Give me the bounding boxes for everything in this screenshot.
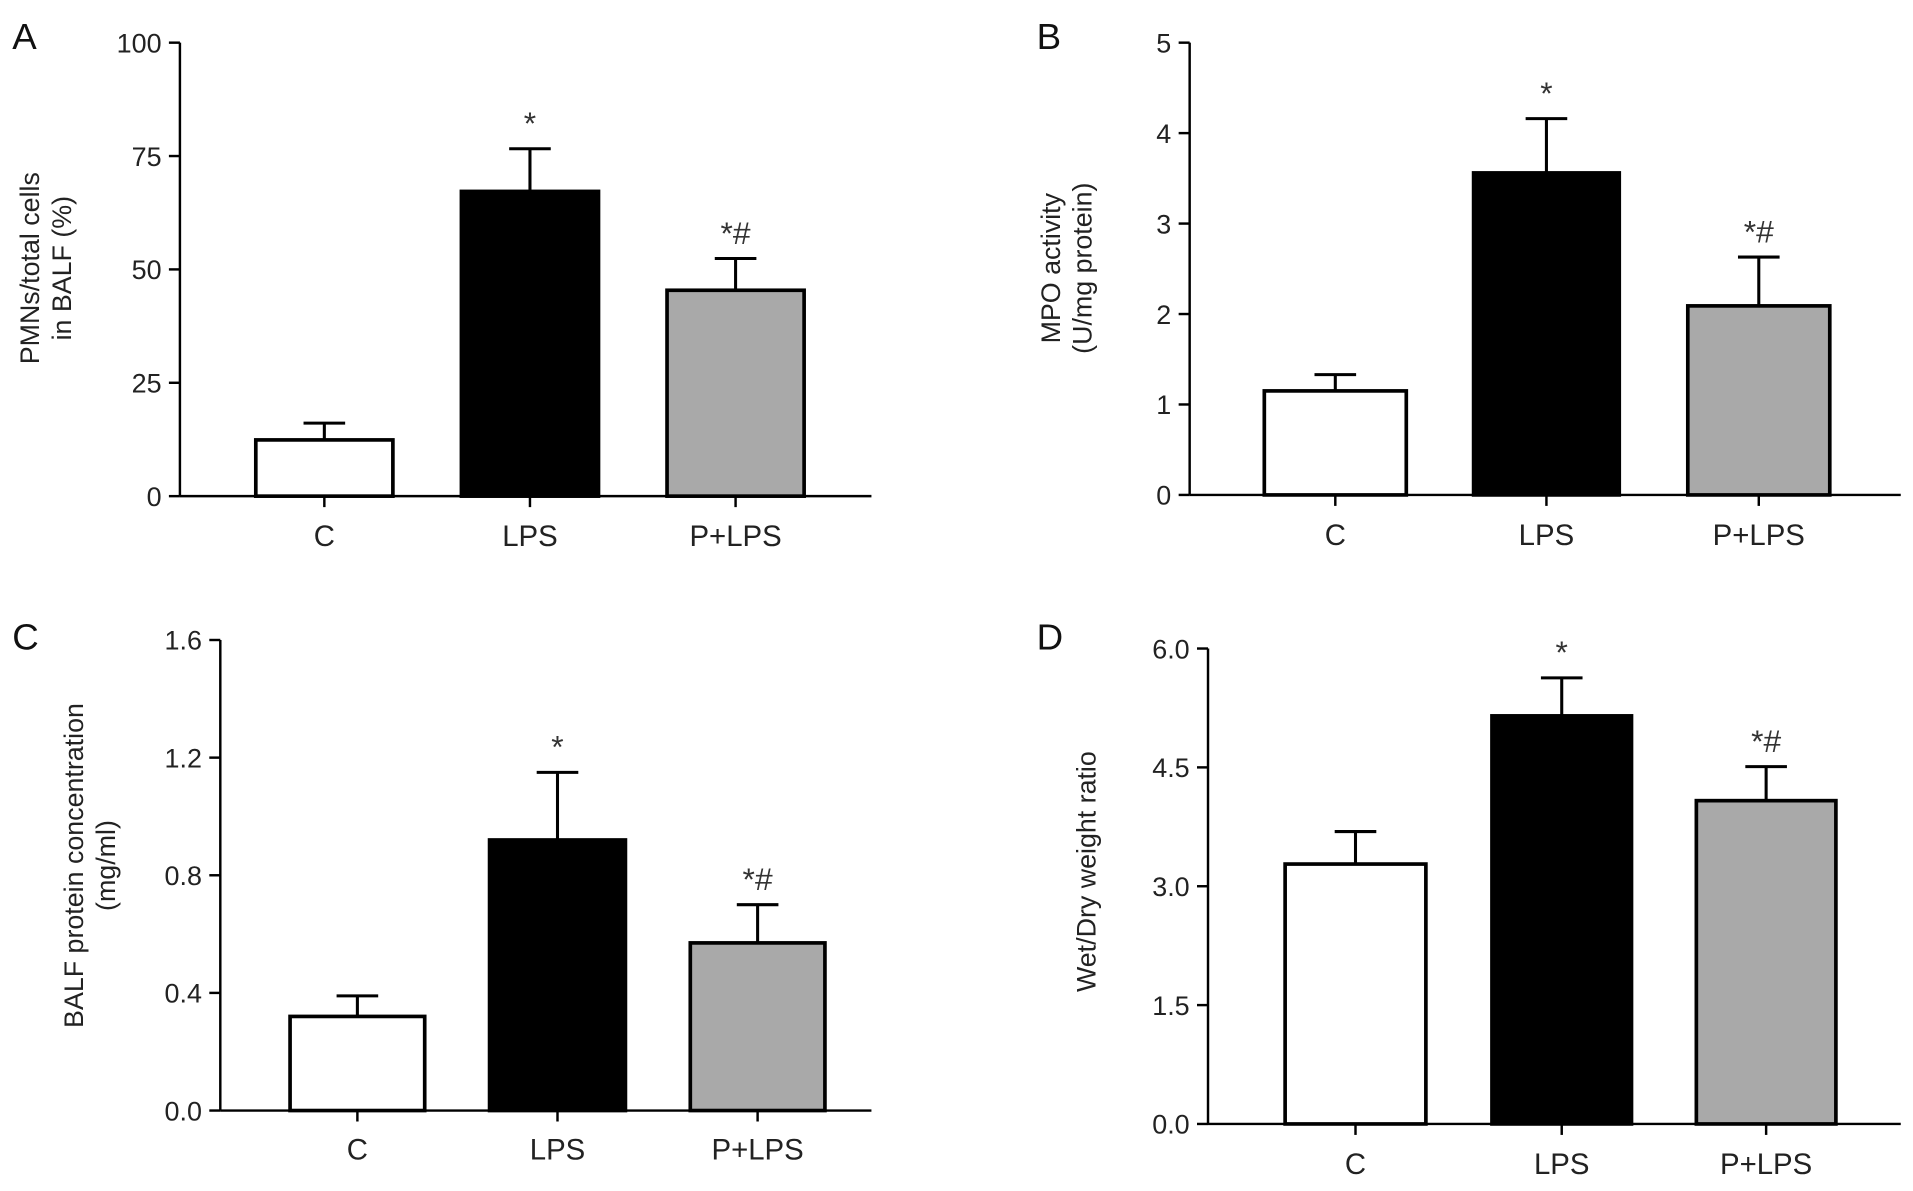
x-tick-label: C bbox=[1345, 1148, 1366, 1181]
panel-C: C BALF protein concentration (mg/ml) C * LPS *… bbox=[12, 617, 872, 1166]
bar-LPS bbox=[487, 838, 628, 1113]
y-tick-label: 0 bbox=[1156, 481, 1171, 511]
x-tick-label: LPS bbox=[1519, 519, 1575, 552]
y-axis-label: (U/mg protein) bbox=[1068, 183, 1098, 354]
y-tick-label: 3 bbox=[1156, 209, 1171, 239]
y-axis-label: in BALF (%) bbox=[47, 196, 77, 340]
bar-P+LPS bbox=[665, 288, 806, 498]
y-tick-label: 5 bbox=[1156, 28, 1171, 58]
x-tick-label: P+LPS bbox=[1720, 1148, 1812, 1181]
significance-marker: * bbox=[524, 105, 536, 141]
x-tick-label: P+LPS bbox=[689, 520, 781, 553]
x-tick-label: LPS bbox=[502, 520, 558, 553]
panel-letter: B bbox=[1037, 16, 1061, 57]
panel-A: A PMNs/total cells in BALF (%) C * LPS *# P+LPS… bbox=[12, 16, 872, 553]
y-axis-label: PMNs/total cells bbox=[15, 172, 45, 364]
y-tick-label: 0.0 bbox=[165, 1096, 202, 1126]
y-tick-label: 4.5 bbox=[1152, 753, 1189, 783]
y-tick-label: 1 bbox=[1156, 390, 1171, 420]
x-tick-label: C bbox=[314, 520, 335, 553]
y-tick-label: 0.4 bbox=[165, 979, 202, 1009]
bar-P+LPS bbox=[1694, 798, 1838, 1126]
bar-C bbox=[1283, 862, 1428, 1126]
bar-P+LPS bbox=[688, 941, 827, 1113]
y-tick-label: 6.0 bbox=[1152, 634, 1189, 664]
bar-LPS bbox=[1471, 171, 1622, 497]
x-tick-label: LPS bbox=[1534, 1148, 1590, 1181]
x-tick-label: C bbox=[347, 1133, 368, 1166]
bar-P+LPS bbox=[1685, 304, 1832, 497]
significance-marker: *# bbox=[1751, 723, 1781, 759]
y-tick-label: 4 bbox=[1156, 119, 1171, 149]
y-axis-label: MPO activity bbox=[1036, 192, 1066, 343]
x-tick-label: P+LPS bbox=[1713, 519, 1805, 552]
panel-letter: D bbox=[1037, 617, 1064, 658]
significance-marker: * bbox=[1556, 634, 1568, 670]
y-tick-label: 0.0 bbox=[1152, 1110, 1189, 1140]
significance-marker: *# bbox=[721, 215, 751, 251]
y-tick-label: 75 bbox=[132, 142, 162, 172]
x-tick-label: P+LPS bbox=[712, 1133, 804, 1166]
bar-LPS bbox=[1490, 714, 1634, 1126]
y-tick-label: 2 bbox=[1156, 300, 1171, 330]
y-tick-label: 25 bbox=[132, 369, 162, 399]
significance-marker: *# bbox=[1744, 213, 1774, 249]
significance-marker: *# bbox=[743, 861, 773, 897]
bar-C bbox=[1262, 389, 1409, 497]
x-tick-label: C bbox=[1325, 519, 1346, 552]
panel-letter: C bbox=[12, 617, 39, 658]
significance-marker: * bbox=[551, 729, 563, 765]
y-tick-label: 100 bbox=[117, 28, 162, 58]
y-tick-label: 0 bbox=[147, 482, 162, 512]
y-tick-label: 50 bbox=[132, 255, 162, 285]
y-axis-label: BALF protein concentration bbox=[59, 703, 89, 1028]
y-tick-label: 1.6 bbox=[165, 626, 202, 656]
y-tick-label: 1.2 bbox=[165, 743, 202, 773]
y-tick-label: 1.5 bbox=[1152, 991, 1189, 1021]
significance-marker: * bbox=[1540, 75, 1552, 111]
y-tick-label: 3.0 bbox=[1152, 872, 1189, 902]
y-tick-label: 0.8 bbox=[165, 861, 202, 891]
bar-C bbox=[288, 1014, 427, 1113]
y-axis-label: (mg/ml) bbox=[91, 820, 121, 911]
panel-B: B MPO activity (U/mg protein) C * LPS *# P+LPS 0… bbox=[1036, 16, 1901, 552]
y-axis-label: Wet/Dry weight ratio bbox=[1071, 751, 1101, 992]
x-tick-label: LPS bbox=[530, 1133, 586, 1166]
panel-letter: A bbox=[12, 16, 37, 57]
bar-C bbox=[253, 438, 395, 498]
bar-LPS bbox=[459, 189, 601, 498]
panel-D: D Wet/Dry weight ratio C * LPS *# P+LPS 0.0 1.5 3… bbox=[1037, 617, 1901, 1181]
